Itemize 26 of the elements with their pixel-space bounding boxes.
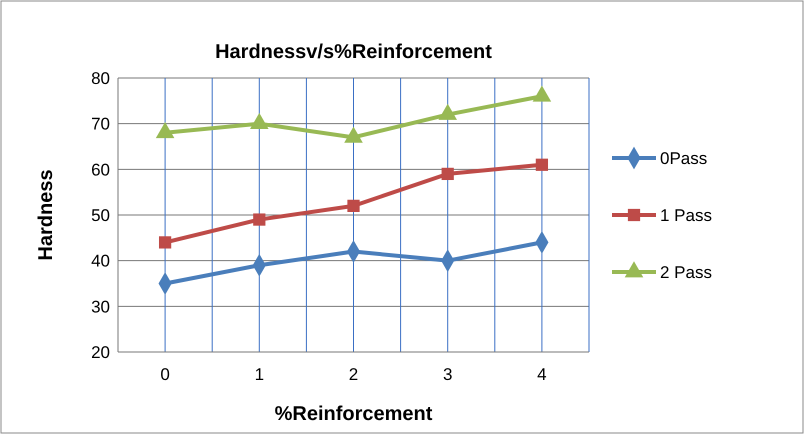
point	[156, 122, 174, 138]
chart-title: Hardnessv/s%Reinforcement	[215, 41, 492, 63]
y-tick-label: 70	[91, 114, 110, 134]
x-tick-label: 4	[537, 364, 547, 384]
x-axis-title: %Reinforcement	[274, 403, 433, 425]
y-tick-label: 80	[91, 68, 110, 88]
point	[253, 213, 266, 226]
point	[250, 112, 269, 130]
x-tick-label: 3	[442, 364, 452, 384]
x-tick-label: 2	[348, 364, 358, 384]
y-axis-title: Hardness	[35, 169, 57, 261]
y-tick-label: 50	[91, 206, 110, 225]
legend-label: 1 Pass	[660, 206, 712, 225]
legend-label: 2 Pass	[660, 262, 712, 282]
point	[532, 86, 552, 102]
y-tick-label: 30	[91, 297, 110, 316]
x-tick-label: 0	[160, 364, 170, 384]
point	[347, 200, 360, 212]
y-tick-label: 40	[91, 252, 110, 271]
point	[158, 236, 172, 249]
x-tick-label: 1	[254, 364, 264, 384]
legend-label: 0Pass	[660, 148, 708, 168]
point	[344, 126, 363, 143]
point	[438, 104, 458, 120]
y-tick-label: 60	[91, 160, 110, 180]
y-tick-label: 20	[91, 342, 110, 362]
